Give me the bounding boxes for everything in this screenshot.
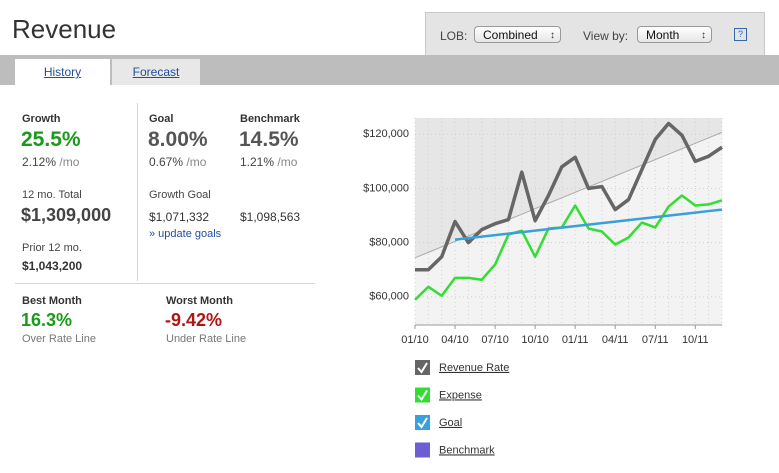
stat-label: Best Month <box>22 295 82 307</box>
x-tick-label: 10/11 <box>682 334 709 346</box>
legend-swatch <box>415 415 430 430</box>
x-tick-label: 07/11 <box>642 334 669 346</box>
stat-value: 16.3% <box>21 310 73 330</box>
rate: 1.21% <box>240 155 275 169</box>
divider <box>15 283 315 284</box>
legend-swatch <box>415 442 430 458</box>
y-tick-label: $80,000 <box>369 237 409 249</box>
x-tick-label: 01/10 <box>401 334 429 346</box>
legend-item[interactable]: Revenue Rate <box>415 360 509 375</box>
rate-unit: /mo <box>59 155 80 169</box>
legend-item[interactable]: Expense <box>415 387 482 403</box>
legend-swatch <box>415 387 430 403</box>
y-tick-label: $100,000 <box>363 182 409 194</box>
stat-value: 14.5% <box>239 128 299 151</box>
stat-note: Under Rate Line <box>166 333 247 345</box>
stat-value: 25.5% <box>21 128 81 151</box>
legend-label: Revenue Rate <box>439 362 509 374</box>
stat-rate: 2.12% /mo <box>22 155 79 169</box>
x-tick-label: 10/10 <box>521 334 549 346</box>
rate: 0.67% <box>149 155 184 169</box>
stat-label: Goal <box>149 113 174 125</box>
stat-label: Growth Goal <box>149 189 211 201</box>
stat-value: -9.42% <box>165 310 223 330</box>
stat-label: 12 mo. Total <box>22 189 82 201</box>
view-select[interactable]: Month <box>637 26 712 44</box>
legend-item[interactable]: Goal <box>415 415 462 430</box>
stat-value: $1,309,000 <box>21 205 112 225</box>
x-tick-label: 01/11 <box>562 334 589 346</box>
stat-label: Worst Month <box>166 295 234 307</box>
stat-label: Growth <box>22 113 61 125</box>
stat-value: $1,098,563 <box>240 210 301 224</box>
rate-shading <box>415 118 722 258</box>
legend-check <box>417 417 428 429</box>
x-tick-label: 07/10 <box>481 334 509 346</box>
stat-value: $1,043,200 <box>22 259 83 273</box>
lob-select[interactable]: Combined <box>474 26 561 44</box>
divider <box>137 103 138 281</box>
y-tick-label: $120,000 <box>363 128 409 140</box>
help-button[interactable]: ? <box>734 28 747 41</box>
tab[interactable]: Forecast <box>112 59 200 85</box>
view-label: View by: <box>583 29 629 43</box>
legend-label: Goal <box>439 417 462 429</box>
rate: 2.12% <box>22 155 57 169</box>
stat-value: 8.00% <box>148 128 208 151</box>
x-tick-label: 04/10 <box>441 334 469 346</box>
rate-unit: /mo <box>186 155 207 169</box>
legend-item[interactable]: Benchmark <box>415 442 495 458</box>
stat-label: Benchmark <box>240 113 300 125</box>
lob-label: LOB: <box>440 29 468 43</box>
y-tick-label: $60,000 <box>369 291 409 303</box>
series-line <box>454 208 723 241</box>
controls-panel: LOB: Combined View by: Month ? <box>425 12 765 55</box>
stat-rate: 0.67% /mo <box>149 155 206 169</box>
update-goals-link[interactable]: » update goals <box>149 228 222 240</box>
legend-check <box>417 389 428 402</box>
tab-bar: History Forecast <box>0 55 779 85</box>
stat-rate: 1.21% /mo <box>240 155 297 169</box>
legend-label: Benchmark <box>439 444 495 456</box>
rate-unit: /mo <box>277 155 298 169</box>
series-line <box>414 194 723 301</box>
stat-value: $1,071,332 <box>149 210 210 224</box>
page-title: Revenue <box>12 14 117 44</box>
legend-check <box>417 362 428 374</box>
tab[interactable]: History <box>15 59 110 85</box>
x-tick-label: 04/11 <box>602 334 629 346</box>
legend-swatch <box>415 360 430 375</box>
legend-label: Expense <box>439 389 482 401</box>
stat-label: Prior 12 mo. <box>22 242 82 254</box>
stat-note: Over Rate Line <box>22 333 96 345</box>
